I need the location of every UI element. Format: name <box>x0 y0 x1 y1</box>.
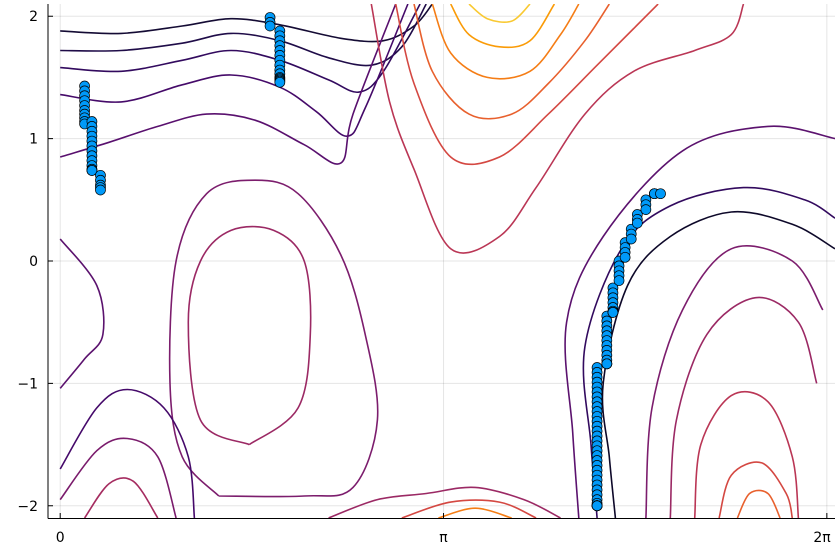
contour-line-top-4 <box>431 4 580 80</box>
axes <box>47 4 835 519</box>
x-tick-label: 0 <box>56 530 65 546</box>
scatter-point <box>264 20 276 32</box>
contour-line-r-6 <box>693 390 800 518</box>
x-tick-label: π <box>439 530 448 546</box>
contour-lines <box>59 4 835 518</box>
contour-line-top-5 <box>450 4 556 49</box>
contour-line-top-3 <box>413 4 610 120</box>
contour-line-r-7 <box>718 461 794 518</box>
contour-line-r-5 <box>669 296 818 518</box>
scatter-point <box>591 500 603 512</box>
contour-line-top-6 <box>468 4 531 23</box>
scatter-point <box>601 358 613 370</box>
contour-line-r-4 <box>645 245 824 518</box>
scatter-point <box>655 188 666 200</box>
contour-line-bc-3 <box>438 507 512 518</box>
contour-line-bc-2 <box>401 499 537 518</box>
scatter-point <box>631 217 643 229</box>
contour-line-bot-1 <box>59 388 196 518</box>
y-tick-label: −1 <box>17 376 38 392</box>
contour-line-low-5 <box>59 4 397 165</box>
scatter-point <box>619 251 631 263</box>
scatter-point <box>640 204 652 215</box>
contour-line-r-1 <box>601 210 835 518</box>
contour-line-bot-3 <box>83 477 159 518</box>
contour-line-bc-1 <box>328 486 561 518</box>
contour-line-top-2 <box>394 4 659 166</box>
contour-line-top-1 <box>370 4 745 254</box>
contour-line-r-8 <box>736 489 781 518</box>
contour-line-mid-2 <box>168 179 379 498</box>
scatter-point <box>625 233 637 245</box>
scatter-point <box>607 307 619 318</box>
y-tick-label: −2 <box>17 499 38 515</box>
scatter-point <box>274 76 286 88</box>
contour-line-mid-1 <box>59 238 105 389</box>
scatter-point <box>95 184 106 196</box>
contour-line-bot-2 <box>59 437 177 518</box>
tick-labels: 0 π 2π −2 −1 0 1 2 <box>17 9 831 546</box>
scatter-point <box>86 165 98 176</box>
scatter-points <box>79 12 666 512</box>
y-tick-label: 2 <box>29 9 38 25</box>
scatter-point <box>613 275 625 286</box>
x-tick-label: 2π <box>813 530 831 546</box>
y-tick-label: 0 <box>29 254 38 270</box>
y-tick-label: 1 <box>29 132 38 148</box>
contour-line-mid-3 <box>187 225 312 446</box>
contour-line-r-3 <box>564 125 835 518</box>
